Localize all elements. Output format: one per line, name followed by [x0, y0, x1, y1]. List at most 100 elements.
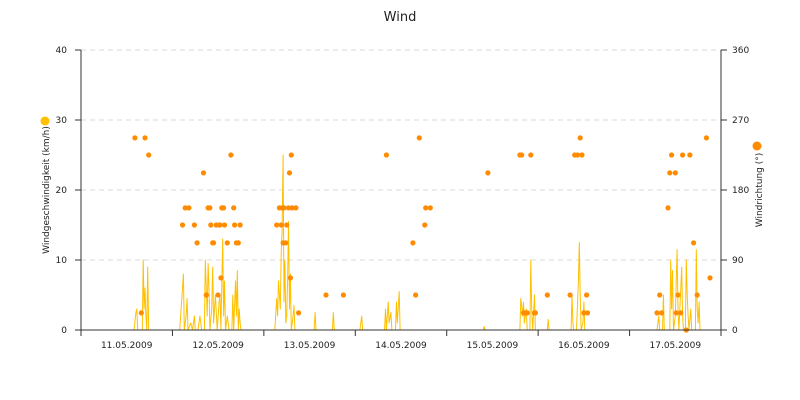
direction-point	[288, 152, 294, 158]
direction-point	[284, 222, 290, 228]
grid-lines	[81, 49, 721, 261]
right-tick-label: 0	[732, 326, 738, 336]
direction-point	[237, 222, 243, 228]
direction-point	[654, 310, 660, 316]
direction-point	[675, 292, 681, 298]
direction-point	[287, 275, 293, 281]
direction-point	[293, 205, 299, 211]
direction-point	[544, 292, 550, 298]
left-axis-title: Windgeschwindigkeit (km/h)	[42, 126, 52, 254]
direction-point	[703, 135, 710, 141]
axes: 0 10 20 30 40 0 90 180 270 360 11.05.2009 12.05.200…	[56, 46, 750, 351]
direction-point	[286, 170, 293, 176]
x-tick-label: 15.05.2009	[467, 341, 519, 351]
direction-point	[274, 222, 280, 228]
direction-point	[217, 222, 223, 228]
direction-point	[207, 205, 213, 211]
direction-point	[519, 152, 525, 158]
direction-point	[182, 205, 188, 211]
direction-point	[528, 152, 534, 158]
direction-point	[186, 205, 192, 211]
direction-point	[427, 205, 433, 211]
direction-point	[278, 222, 284, 228]
direction-point	[422, 222, 428, 228]
direction-point	[485, 170, 491, 176]
direction-point	[200, 170, 207, 176]
left-tick-label: 0	[61, 326, 67, 336]
direction-point	[687, 152, 693, 158]
left-tick-label: 40	[56, 46, 68, 56]
left-tick-label: 20	[56, 186, 68, 196]
right-tick-label: 180	[732, 186, 749, 196]
direction-point	[577, 135, 583, 141]
direction-point	[423, 205, 429, 211]
direction-point	[221, 205, 227, 211]
direction-point	[567, 292, 573, 298]
direction-point	[218, 275, 224, 281]
direction-point	[579, 152, 585, 158]
direction-point	[524, 310, 530, 316]
direction-point	[231, 205, 237, 211]
speed-legend-marker	[40, 116, 50, 126]
right-axis-legend: Windrichtung (°)	[752, 141, 765, 228]
direction-point	[221, 222, 228, 228]
right-tick-label: 90	[732, 256, 744, 266]
direction-point	[584, 292, 590, 298]
left-axis-legend: Windgeschwindigkeit (km/h)	[40, 116, 52, 254]
direction-point	[694, 292, 700, 298]
direction-point	[283, 240, 289, 246]
right-tick-label: 270	[732, 116, 749, 126]
direction-point	[659, 310, 665, 316]
direction-point	[667, 170, 673, 176]
direction-point	[657, 292, 663, 298]
direction-point	[228, 152, 234, 158]
speed-series	[133, 154, 701, 331]
direction-point	[574, 152, 581, 158]
chart-title: Wind	[384, 10, 417, 25]
direction-point	[142, 135, 148, 141]
direction-point	[416, 135, 422, 141]
direction-point	[340, 292, 346, 298]
direction-point	[691, 240, 697, 246]
direction-point	[146, 152, 152, 158]
x-tick-label: 13.05.2009	[284, 341, 336, 351]
direction-point	[208, 222, 214, 228]
x-tick-label: 17.05.2009	[650, 341, 702, 351]
direction-series	[132, 135, 713, 333]
right-axis-title: Windrichtung (°)	[755, 153, 765, 228]
direction-point	[215, 292, 221, 298]
direction-legend-marker	[752, 141, 762, 151]
direction-point	[383, 152, 389, 158]
direction-point	[285, 205, 292, 211]
right-tick-label: 360	[732, 46, 749, 56]
x-tick-label: 12.05.2009	[192, 341, 244, 351]
direction-point	[707, 275, 713, 281]
direction-point	[191, 222, 197, 228]
direction-point	[235, 240, 241, 246]
direction-point	[680, 152, 686, 158]
direction-point	[289, 205, 295, 211]
left-tick-label: 10	[56, 256, 68, 266]
direction-point	[532, 310, 539, 316]
direction-point	[669, 152, 675, 158]
direction-point	[410, 240, 416, 246]
direction-point	[232, 222, 238, 228]
x-tick-label: 14.05.2009	[375, 341, 427, 351]
direction-point	[581, 310, 587, 316]
direction-point	[323, 292, 329, 298]
direction-point	[194, 240, 200, 246]
direction-point	[224, 240, 230, 246]
direction-point	[296, 310, 302, 316]
direction-point	[413, 292, 419, 298]
x-tick-label: 11.05.2009	[101, 341, 153, 351]
direction-point	[665, 205, 671, 211]
left-tick-label: 30	[56, 116, 68, 126]
x-tick-label: 16.05.2009	[558, 341, 610, 351]
direction-point	[678, 310, 684, 316]
speed-line	[133, 154, 701, 331]
direction-point	[281, 205, 287, 211]
direction-point	[132, 135, 138, 141]
direction-point	[673, 310, 679, 316]
